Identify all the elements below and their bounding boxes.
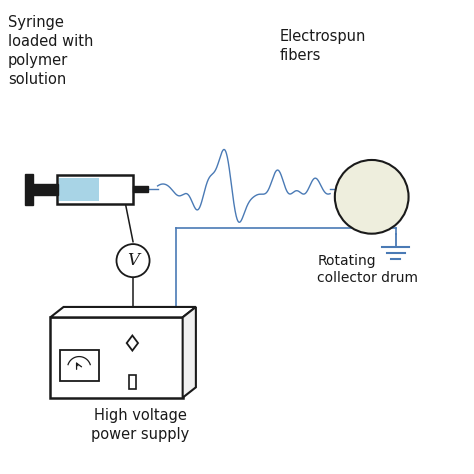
Text: V: V (127, 252, 139, 269)
Bar (128, 375, 136, 389)
Polygon shape (50, 307, 196, 318)
Circle shape (335, 160, 409, 234)
Polygon shape (127, 336, 138, 351)
Text: Syringe
loaded with
polymer
solution: Syringe loaded with polymer solution (8, 15, 93, 88)
Bar (25, 173, 33, 205)
Bar (50, 318, 182, 398)
Text: Electrospun
fibers: Electrospun fibers (280, 29, 366, 63)
Bar (60, 350, 99, 381)
Bar (33, 184, 58, 195)
Circle shape (117, 244, 150, 277)
Bar (57, 174, 133, 204)
Text: Rotating
collector drum: Rotating collector drum (318, 254, 419, 285)
Text: High voltage
power supply: High voltage power supply (91, 408, 189, 442)
Bar (133, 186, 148, 192)
Polygon shape (182, 307, 196, 398)
Bar (59, 178, 99, 201)
